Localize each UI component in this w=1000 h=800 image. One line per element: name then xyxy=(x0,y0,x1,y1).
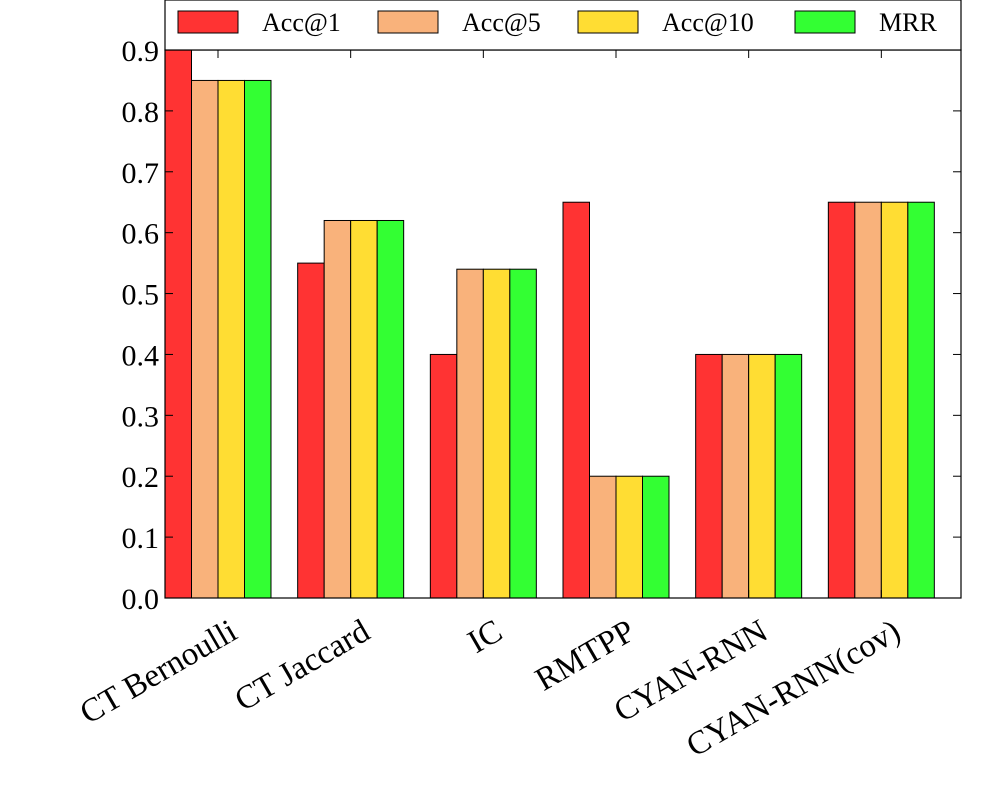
legend-label: Acc@1 xyxy=(262,8,341,37)
bar-acc-5-cyan-rnn xyxy=(721,353,750,599)
x-category-label: CT Bernoulli xyxy=(74,613,243,731)
bar-mrr-ct-jaccard xyxy=(376,219,405,599)
bar-mrr-ct-bernoulli xyxy=(244,79,272,599)
y-tick-label: 0.6 xyxy=(122,218,160,251)
bar-mrr-cyan-rnn xyxy=(774,353,803,599)
bar-acc-10-ic xyxy=(482,268,511,599)
legend-label: MRR xyxy=(879,8,937,37)
bar-acc-5-rmtpp xyxy=(589,475,617,599)
x-category-label: IC xyxy=(462,613,509,661)
x-category-label: CT Jaccard xyxy=(229,613,376,719)
y-tick-label: 0.1 xyxy=(122,522,160,555)
y-tick-label: 0.9 xyxy=(122,35,160,68)
y-tick-label: 0.4 xyxy=(122,339,160,372)
y-tick-label: 0.7 xyxy=(122,157,160,190)
legend-label: Acc@10 xyxy=(662,8,754,37)
legend-swatch-mrr xyxy=(794,10,856,34)
bar-acc-1-ct-bernoulli xyxy=(164,49,192,599)
bar-acc-10-cyan-rnn xyxy=(748,353,776,599)
legend-swatch-acc-10 xyxy=(577,10,639,34)
legend-swatch-acc-1 xyxy=(177,10,239,34)
bar-acc-5-ic xyxy=(456,268,484,599)
bar-acc-1-cyan-rnn-cov- xyxy=(827,201,856,599)
bar-mrr-rmtpp xyxy=(642,475,670,599)
bar-acc-5-ct-bernoulli xyxy=(191,79,219,599)
y-tick-label: 0.3 xyxy=(122,400,160,433)
bar-acc-10-ct-jaccard xyxy=(350,219,378,599)
bars-layer xyxy=(164,49,935,599)
bar-mrr-cyan-rnn-cov- xyxy=(907,201,935,599)
y-tick-label: 0.8 xyxy=(122,96,160,129)
bar-acc-5-ct-jaccard xyxy=(323,219,352,599)
legend-swatch-acc-5 xyxy=(377,10,439,34)
bar-mrr-ic xyxy=(509,268,537,599)
y-tick-label: 0.2 xyxy=(122,461,160,494)
bar-acc-10-cyan-rnn-cov- xyxy=(880,201,909,599)
y-tick-label: 0.0 xyxy=(122,583,160,616)
x-category-label: RMTPP xyxy=(529,613,641,698)
y-tick-label: 0.5 xyxy=(122,279,160,312)
bar-acc-10-ct-bernoulli xyxy=(217,79,245,599)
bar-acc-1-ct-jaccard xyxy=(297,262,325,599)
legend-label: Acc@5 xyxy=(462,8,541,37)
legend: Acc@1 Acc@5 Acc@10 MRR xyxy=(164,0,962,51)
bar-acc-5-cyan-rnn-cov- xyxy=(854,201,882,599)
bar-acc-10-rmtpp xyxy=(615,475,643,599)
bar-acc-1-rmtpp xyxy=(562,201,590,599)
bar-acc-1-cyan-rnn xyxy=(695,353,723,599)
bar-acc-1-ic xyxy=(429,353,458,599)
x-category-label: CYAN-RNN(cov) xyxy=(681,613,907,764)
